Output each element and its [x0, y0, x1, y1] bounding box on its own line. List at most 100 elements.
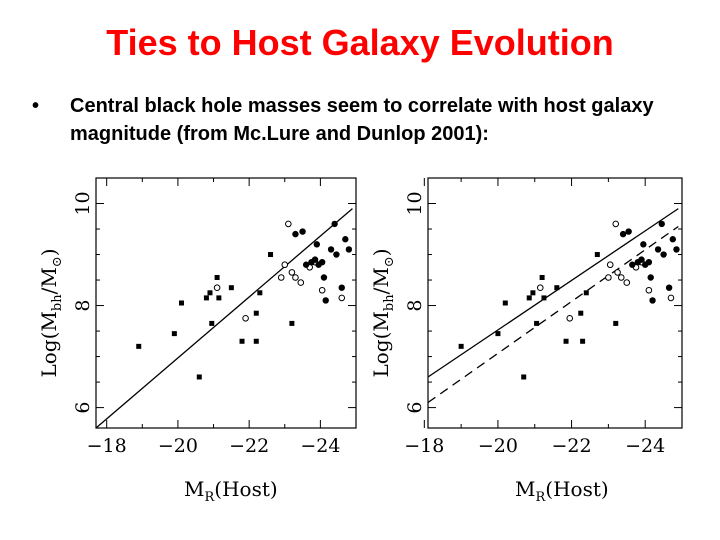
data-point-square [171, 331, 177, 337]
solid-fit-line [96, 208, 353, 428]
slide-title: Ties to Host Galaxy Evolution [106, 22, 614, 63]
data-point-open-circle [617, 274, 625, 281]
data-point-open-circle [281, 261, 289, 269]
bullet-symbol: • [32, 95, 40, 117]
data-point-filled-circle [654, 246, 662, 253]
data-point-open-circle [285, 220, 292, 228]
data-point-square [526, 295, 532, 301]
data-point-filled-circle [638, 256, 645, 263]
data-point-open-circle [536, 284, 544, 291]
data-point-open-circle [645, 286, 653, 294]
data-point-filled-circle [311, 256, 319, 263]
data-point-filled-circle [302, 261, 310, 268]
data-point-filled-circle [658, 220, 665, 228]
data-point-open-circle [277, 274, 285, 281]
dashed-fit-line [428, 225, 679, 404]
data-point-open-circle [667, 294, 675, 302]
x-tick-label: −22 [229, 435, 269, 457]
data-point-square [203, 295, 209, 301]
data-point-filled-circle [342, 236, 349, 243]
x-tick-label: −24 [625, 435, 665, 457]
data-point-square [196, 374, 202, 380]
y-axis-label: Log(Mbh/M⊙) [37, 248, 65, 377]
x-tick-label: −20 [158, 435, 198, 457]
data-point-square [495, 331, 501, 337]
plot-frame [427, 177, 683, 429]
data-point-square [521, 374, 527, 380]
data-point-square [458, 343, 464, 349]
data-point-open-circle [566, 315, 574, 322]
data-point-open-circle [288, 269, 296, 276]
data-point-filled-circle [292, 230, 299, 238]
data-point-open-circle [338, 294, 346, 302]
y-tick-label: 6 [404, 402, 426, 414]
x-tick-label: −18 [87, 435, 127, 457]
data-point-square [594, 252, 600, 258]
data-point-open-circle [606, 261, 614, 269]
data-point-filled-circle [313, 241, 321, 248]
data-point-open-circle [297, 279, 305, 286]
data-point-filled-circle [673, 246, 680, 253]
data-point-square [578, 310, 584, 316]
x-tick-label: −18 [404, 435, 444, 457]
data-point-square [253, 310, 259, 316]
data-point-square [207, 290, 213, 296]
data-point-square [257, 290, 263, 296]
data-point-open-circle [318, 286, 326, 294]
data-point-open-circle [605, 274, 612, 281]
data-point-square [289, 320, 295, 326]
data-point-square [541, 295, 547, 301]
data-point-filled-circle [619, 230, 627, 238]
data-point-square [214, 274, 220, 280]
data-point-filled-circle [645, 258, 653, 266]
data-point-filled-circle [629, 261, 636, 268]
data-point-filled-circle [649, 297, 656, 304]
data-point-filled-circle [345, 246, 353, 253]
data-point-open-circle [213, 284, 221, 291]
y-tick-label: 8 [72, 300, 94, 312]
data-point-filled-circle [625, 228, 632, 235]
data-point-square [209, 320, 215, 326]
data-point-square [239, 338, 245, 344]
data-point-square [583, 290, 589, 296]
x-axis-label: MR(Host) [184, 477, 278, 505]
data-point-filled-circle [665, 284, 673, 291]
data-point-filled-circle [647, 274, 654, 281]
data-point-square [228, 285, 234, 291]
bullet-point: • Central black hole masses seem to corr… [32, 92, 702, 148]
chart-left: −18 −20 −22 −24 6 8 10 MR(Host) Log(Mbh/M⊙) [37, 177, 357, 505]
data-point-filled-circle [320, 274, 328, 281]
bullet-text: Central black hole masses seem to correl… [70, 95, 654, 145]
data-point-square [178, 300, 184, 306]
x-tick-label: −20 [478, 435, 518, 457]
data-point-square [268, 252, 274, 258]
x-tick-label: −22 [552, 435, 592, 457]
data-point-square [539, 274, 545, 280]
y-tick-label: 6 [72, 402, 94, 414]
data-point-filled-circle [318, 258, 326, 266]
data-point-open-circle [242, 315, 249, 322]
data-point-square [563, 338, 569, 344]
data-point-square [502, 300, 508, 306]
data-point-filled-circle [331, 220, 338, 228]
chart-right: −18 −20 −22 −24 6 8 10 MR(Host) Log(Mbh/M⊙) [369, 177, 683, 505]
data-point-open-circle [612, 220, 620, 228]
data-point-square [253, 338, 259, 344]
y-tick-label: 10 [72, 191, 94, 215]
data-point-filled-circle [333, 251, 340, 258]
data-point-open-circle [292, 274, 299, 281]
y-axis-label: Log(Mbh/M⊙) [369, 248, 397, 377]
data-point-filled-circle [338, 284, 345, 291]
data-point-filled-circle [660, 251, 667, 258]
data-point-filled-circle [669, 236, 676, 243]
data-point-open-circle [623, 279, 631, 286]
data-point-square [580, 338, 586, 344]
data-point-square [534, 320, 540, 326]
data-point-filled-circle [322, 297, 329, 304]
data-point-square [136, 343, 142, 349]
data-point-square [554, 285, 560, 291]
y-tick-label: 8 [404, 300, 426, 312]
data-point-filled-circle [327, 246, 335, 253]
x-axis-label: MR(Host) [515, 477, 609, 505]
data-point-square [530, 290, 536, 296]
